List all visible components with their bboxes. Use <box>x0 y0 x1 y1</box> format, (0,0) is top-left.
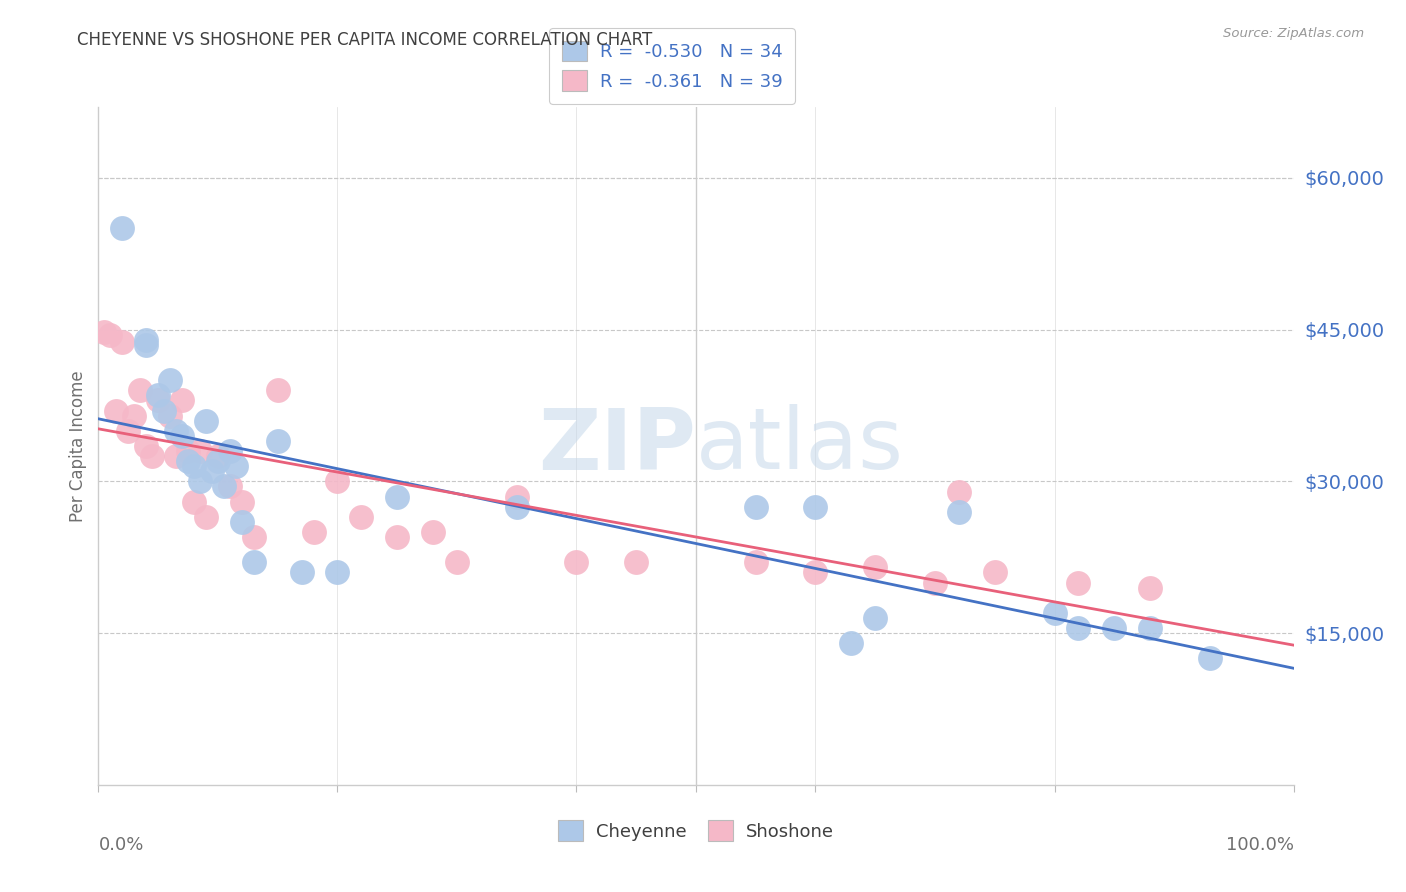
Point <box>302 524 325 539</box>
Point <box>1043 606 1066 620</box>
Point <box>177 454 200 468</box>
Text: 0.0%: 0.0% <box>98 836 143 854</box>
Text: ZIP: ZIP <box>538 404 696 488</box>
Point <box>243 555 266 569</box>
Point <box>267 384 290 398</box>
Point <box>865 611 887 625</box>
Point <box>111 221 134 235</box>
Point <box>804 566 827 580</box>
Point <box>243 530 266 544</box>
Point <box>159 373 181 387</box>
Point <box>148 388 170 402</box>
Point <box>506 490 529 504</box>
Y-axis label: Per Capita Income: Per Capita Income <box>69 370 87 522</box>
Point <box>172 393 194 408</box>
Point <box>350 509 373 524</box>
Point <box>1139 581 1161 595</box>
Point <box>626 555 648 569</box>
Point <box>231 494 253 508</box>
Point <box>924 575 946 590</box>
Point <box>195 509 218 524</box>
Point <box>129 384 152 398</box>
Point <box>212 479 235 493</box>
Point <box>1139 621 1161 635</box>
Point <box>745 500 768 514</box>
Point <box>188 475 211 489</box>
Point <box>135 439 157 453</box>
Point <box>385 530 409 544</box>
Point <box>135 333 157 347</box>
Point <box>183 494 205 508</box>
Point <box>326 566 349 580</box>
Point <box>219 479 242 493</box>
Point <box>565 555 588 569</box>
Point <box>984 566 1007 580</box>
Point <box>326 475 349 489</box>
Point <box>219 444 242 458</box>
Point <box>291 566 314 580</box>
Point <box>207 449 229 463</box>
Point <box>93 325 115 339</box>
Text: CHEYENNE VS SHOSHONE PER CAPITA INCOME CORRELATION CHART: CHEYENNE VS SHOSHONE PER CAPITA INCOME C… <box>77 31 652 49</box>
Point <box>267 434 290 448</box>
Point <box>117 424 139 438</box>
Point <box>948 505 970 519</box>
Point <box>177 444 200 458</box>
Point <box>148 393 170 408</box>
Point <box>201 464 224 478</box>
Point <box>195 414 218 428</box>
Point <box>231 515 253 529</box>
Legend: Cheyenne, Shoshone: Cheyenne, Shoshone <box>546 808 846 854</box>
Point <box>172 429 194 443</box>
Point <box>865 560 887 574</box>
Point <box>105 403 128 417</box>
Point <box>165 449 187 463</box>
Point <box>124 409 146 423</box>
Point <box>1104 621 1126 635</box>
Point <box>446 555 468 569</box>
Text: 100.0%: 100.0% <box>1226 836 1294 854</box>
Point <box>159 409 181 423</box>
Text: atlas: atlas <box>696 404 904 488</box>
Point <box>153 403 176 417</box>
Point <box>841 636 863 650</box>
Point <box>135 338 157 352</box>
Text: Source: ZipAtlas.com: Source: ZipAtlas.com <box>1223 27 1364 40</box>
Point <box>745 555 768 569</box>
Point <box>385 490 409 504</box>
Point <box>165 424 187 438</box>
Point <box>183 459 205 474</box>
Point <box>1067 575 1090 590</box>
Point <box>207 454 229 468</box>
Point <box>1067 621 1090 635</box>
Point <box>422 524 444 539</box>
Point <box>188 444 211 458</box>
Point <box>948 484 970 499</box>
Point <box>225 459 247 474</box>
Point <box>141 449 163 463</box>
Point <box>506 500 529 514</box>
Point <box>111 334 134 349</box>
Point <box>1199 651 1222 665</box>
Point <box>804 500 827 514</box>
Point <box>98 327 122 342</box>
